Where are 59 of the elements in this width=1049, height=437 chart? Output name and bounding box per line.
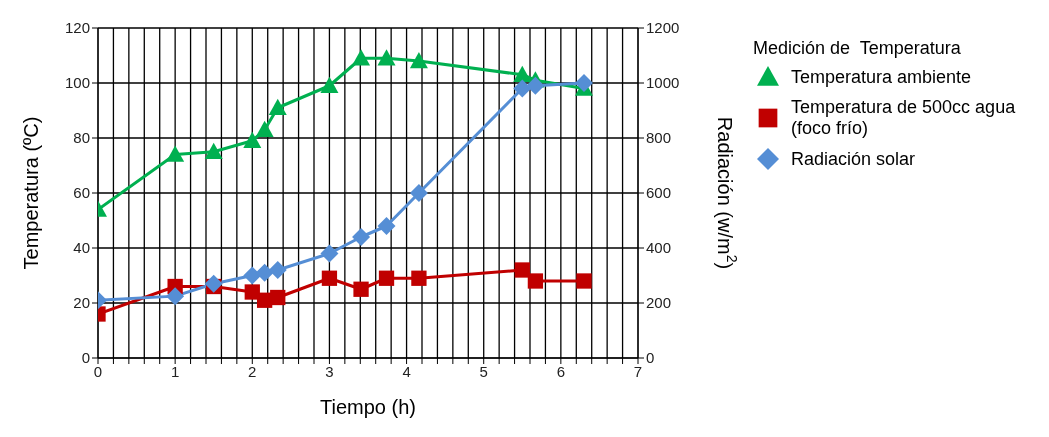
point [411, 270, 427, 286]
x-tick-label: 2 [248, 362, 257, 380]
point [576, 273, 592, 289]
point [320, 244, 339, 263]
point [320, 76, 339, 93]
legend-label: Temperatura de 500cc agua (foco frío) [791, 97, 1017, 139]
point [514, 262, 530, 278]
y2-tick-label: 600 [646, 184, 672, 202]
x-tick-label: 1 [170, 362, 180, 380]
point [204, 142, 223, 159]
y-axis-title: Temperatura (ºC) [20, 116, 43, 270]
point [352, 49, 371, 66]
y-tick-label: 40 [73, 239, 90, 257]
point [166, 145, 185, 162]
point [409, 52, 428, 69]
y2-tick-label: 400 [646, 239, 672, 257]
y2-tick-label: 800 [646, 129, 672, 147]
point [527, 273, 544, 289]
point [409, 184, 428, 202]
point [255, 120, 274, 137]
point [378, 270, 395, 286]
point [321, 270, 338, 286]
x-tick-label: 4 [402, 362, 411, 380]
legend-label: Radiación solar [791, 148, 916, 170]
x-axis-title: Tiempo (h) [320, 396, 416, 418]
point [268, 261, 287, 279]
point [352, 228, 371, 246]
y2-tick-label: 0 [646, 349, 655, 367]
point [513, 79, 532, 98]
point [166, 287, 185, 306]
y2-tick-label: 1000 [646, 74, 680, 92]
point [243, 131, 262, 148]
point [255, 263, 274, 282]
x-tick-label: 3 [325, 362, 334, 380]
y-tick-label: 60 [73, 184, 90, 202]
y-tick-label: 0 [81, 349, 90, 367]
y-tick-label: 100 [64, 74, 90, 92]
y2-tick-label: 1200 [646, 19, 680, 37]
point [575, 74, 593, 92]
x-tick-label: 5 [479, 362, 488, 380]
y-tick-label: 80 [73, 129, 90, 147]
point [204, 274, 223, 293]
point [270, 289, 286, 306]
point [377, 49, 396, 66]
point [243, 266, 262, 285]
point [268, 98, 287, 115]
point [513, 65, 532, 82]
x-tick-label: 0 [93, 362, 103, 380]
point [244, 284, 260, 300]
point [353, 281, 369, 297]
legend-title: Medición de Temperatura [753, 38, 962, 59]
point [377, 217, 396, 235]
point [526, 76, 545, 95]
legend-label: Temperatura ambiente [791, 66, 972, 88]
y-tick-label: 120 [64, 19, 90, 37]
x-tick-label: 6 [556, 362, 566, 380]
x-tick-label: 7 [633, 362, 643, 380]
y-tick-label: 20 [73, 294, 90, 312]
y2-tick-label: 200 [646, 294, 672, 312]
